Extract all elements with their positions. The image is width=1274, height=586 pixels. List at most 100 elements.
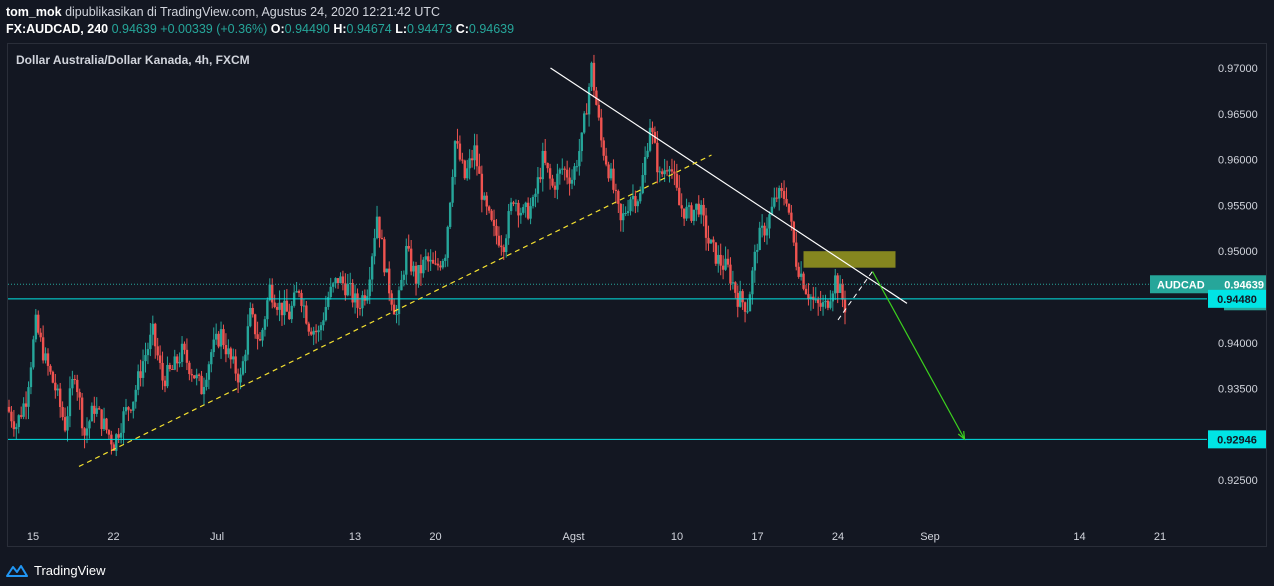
candle-body	[439, 265, 442, 268]
candle-body	[378, 216, 381, 238]
candle-body	[146, 349, 150, 356]
candle-body	[641, 175, 644, 194]
candle-body	[612, 168, 615, 190]
low-value: 0.94473	[407, 22, 453, 36]
candle-body	[636, 201, 640, 207]
candle-body	[514, 202, 518, 204]
candle-body	[249, 307, 252, 327]
last-price: 0.94639	[111, 22, 157, 36]
candle-body	[29, 367, 33, 388]
candle-body	[746, 311, 749, 313]
level-price-tag-bg	[1208, 430, 1266, 449]
candle-body	[58, 388, 62, 408]
candle-body	[61, 407, 64, 418]
candle-body	[361, 295, 364, 309]
candle-body	[241, 361, 245, 375]
candle-body	[107, 429, 111, 435]
candle-body	[358, 307, 362, 309]
chart-header: tom_mok dipublikasikan di TradingView.co…	[6, 4, 514, 38]
candle-body	[322, 320, 325, 326]
candle-body	[531, 196, 535, 207]
candle-body	[629, 199, 632, 212]
candle-body	[483, 195, 486, 200]
candle-body	[773, 197, 776, 207]
open-label: O:	[270, 22, 285, 36]
candle-body	[278, 302, 281, 310]
candle-body	[436, 263, 440, 266]
x-tick-label: 22	[107, 531, 119, 543]
candle-body	[505, 238, 508, 253]
candle-body	[127, 407, 130, 410]
candle-body	[648, 127, 652, 151]
candle-body	[768, 214, 771, 229]
candle-body	[424, 256, 427, 260]
symbol-label[interactable]: FX:AUDCAD, 240	[6, 22, 109, 36]
candle-body	[831, 293, 835, 302]
candle-body	[526, 202, 530, 219]
candle-body	[207, 364, 211, 380]
candle-body	[151, 323, 155, 335]
candle-body	[470, 158, 474, 161]
candle-body	[275, 307, 279, 310]
candle-body	[836, 275, 839, 293]
level-price-label: 0.94480	[1217, 294, 1257, 306]
candle-body	[780, 188, 783, 191]
high-label: H:	[333, 22, 347, 36]
candle-body	[512, 202, 515, 204]
candle-body	[841, 283, 844, 300]
candle-body	[656, 142, 659, 173]
candle-body	[188, 362, 191, 375]
candle-body	[790, 212, 793, 222]
author-name[interactable]: tom_mok	[6, 5, 62, 19]
candle-body	[385, 268, 388, 273]
candle-body	[417, 265, 420, 284]
x-tick-label: 15	[27, 531, 39, 543]
candle-body	[271, 284, 274, 303]
candle-body	[171, 369, 174, 371]
candle-body	[690, 205, 693, 221]
candle-body	[544, 150, 547, 163]
candle-body	[792, 221, 796, 243]
candle-body	[212, 339, 215, 353]
candle-body	[414, 265, 418, 284]
candle-body	[78, 392, 81, 398]
candle-body	[814, 299, 817, 301]
candle-body	[600, 117, 603, 141]
candle-body	[22, 403, 25, 417]
candle-body	[319, 325, 323, 331]
candle-body	[785, 198, 788, 204]
candle-body	[239, 374, 242, 383]
candle-body	[578, 151, 581, 167]
candle-body	[68, 388, 72, 417]
candle-body	[105, 418, 108, 430]
candle-body	[704, 215, 708, 238]
candle-body	[19, 415, 23, 417]
brand-name[interactable]: TradingView	[34, 563, 106, 578]
y-tick-label: 0.93500	[1218, 384, 1258, 396]
candle-body	[112, 444, 116, 451]
candle-body	[597, 104, 601, 118]
candle-body	[329, 286, 332, 298]
y-tick-label: 0.95500	[1218, 200, 1258, 212]
close-value: 0.94639	[468, 22, 515, 36]
candle-body	[570, 179, 574, 184]
candle-body	[27, 387, 30, 407]
candle-body	[141, 361, 145, 378]
candle-body	[558, 169, 562, 174]
candle-body	[190, 374, 193, 376]
candle-body	[193, 375, 196, 379]
candle-body	[12, 421, 16, 430]
tradingview-logo-icon[interactable]	[6, 564, 28, 578]
candle-body	[273, 302, 276, 308]
candle-body	[441, 260, 445, 268]
candle-body	[687, 205, 691, 207]
candle-body	[139, 371, 142, 378]
y-tick-label: 0.92500	[1218, 475, 1258, 487]
candle-body	[402, 274, 406, 280]
candle-body	[729, 264, 732, 284]
candle-body	[314, 330, 318, 333]
candle-body	[375, 216, 379, 239]
footer: TradingView	[6, 563, 106, 578]
candle-body	[602, 140, 605, 156]
